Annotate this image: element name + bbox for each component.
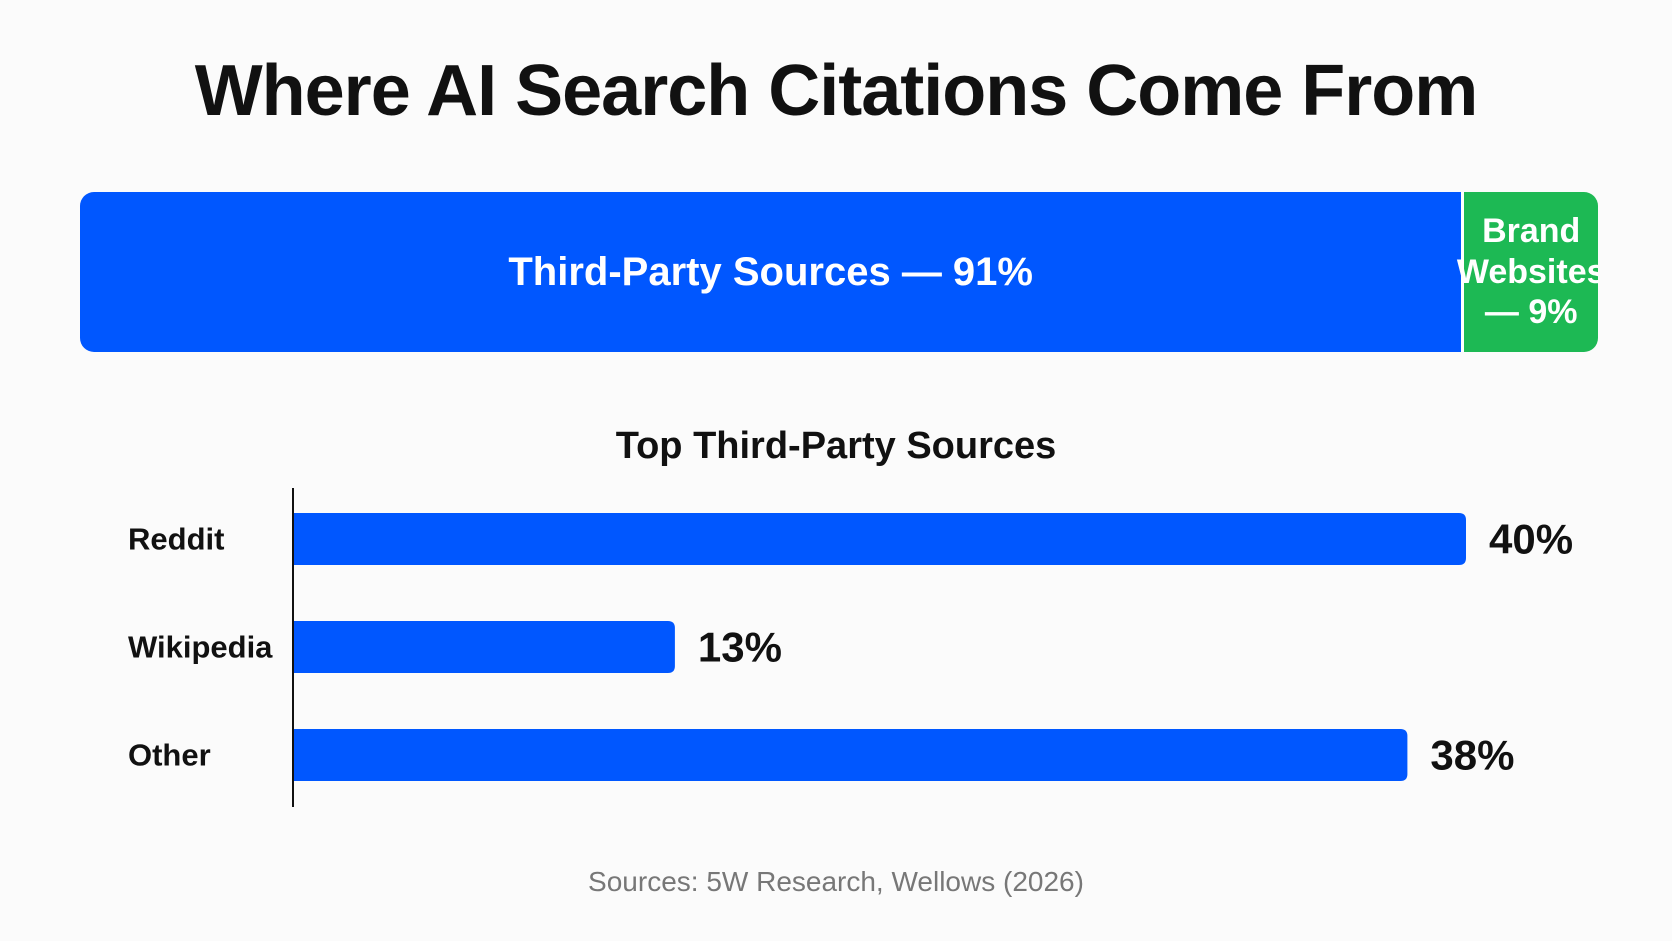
bar-wikipedia [294, 621, 675, 673]
brand-websites-segment: Brand Websites — 9% [1457, 192, 1598, 352]
third-party-segment-label: Third-Party Sources — 91% [508, 250, 1033, 294]
bar-other [294, 729, 1408, 781]
citation-split-bar: Third-Party Sources — 91% Brand Websites… [80, 192, 1598, 352]
brand-websites-segment-label: Brand Websites — 9% [1456, 211, 1598, 332]
category-label-wikipedia: Wikipedia [128, 630, 273, 665]
category-label-reddit: Reddit [128, 522, 224, 557]
third-party-segment: Third-Party Sources — 91% [80, 192, 1462, 352]
chart-title: Where AI Search Citations Come From [194, 51, 1479, 131]
source-note: Sources: 5W Research, Wellows (2026) [588, 866, 1084, 897]
value-label-reddit: 40% [1489, 516, 1573, 563]
value-label-wikipedia: 13% [698, 624, 782, 671]
category-label-other: Other [128, 738, 211, 773]
breakdown-title: Top Third-Party Sources [615, 425, 1057, 467]
value-label-other: 38% [1430, 732, 1514, 779]
bar-reddit [294, 513, 1466, 565]
